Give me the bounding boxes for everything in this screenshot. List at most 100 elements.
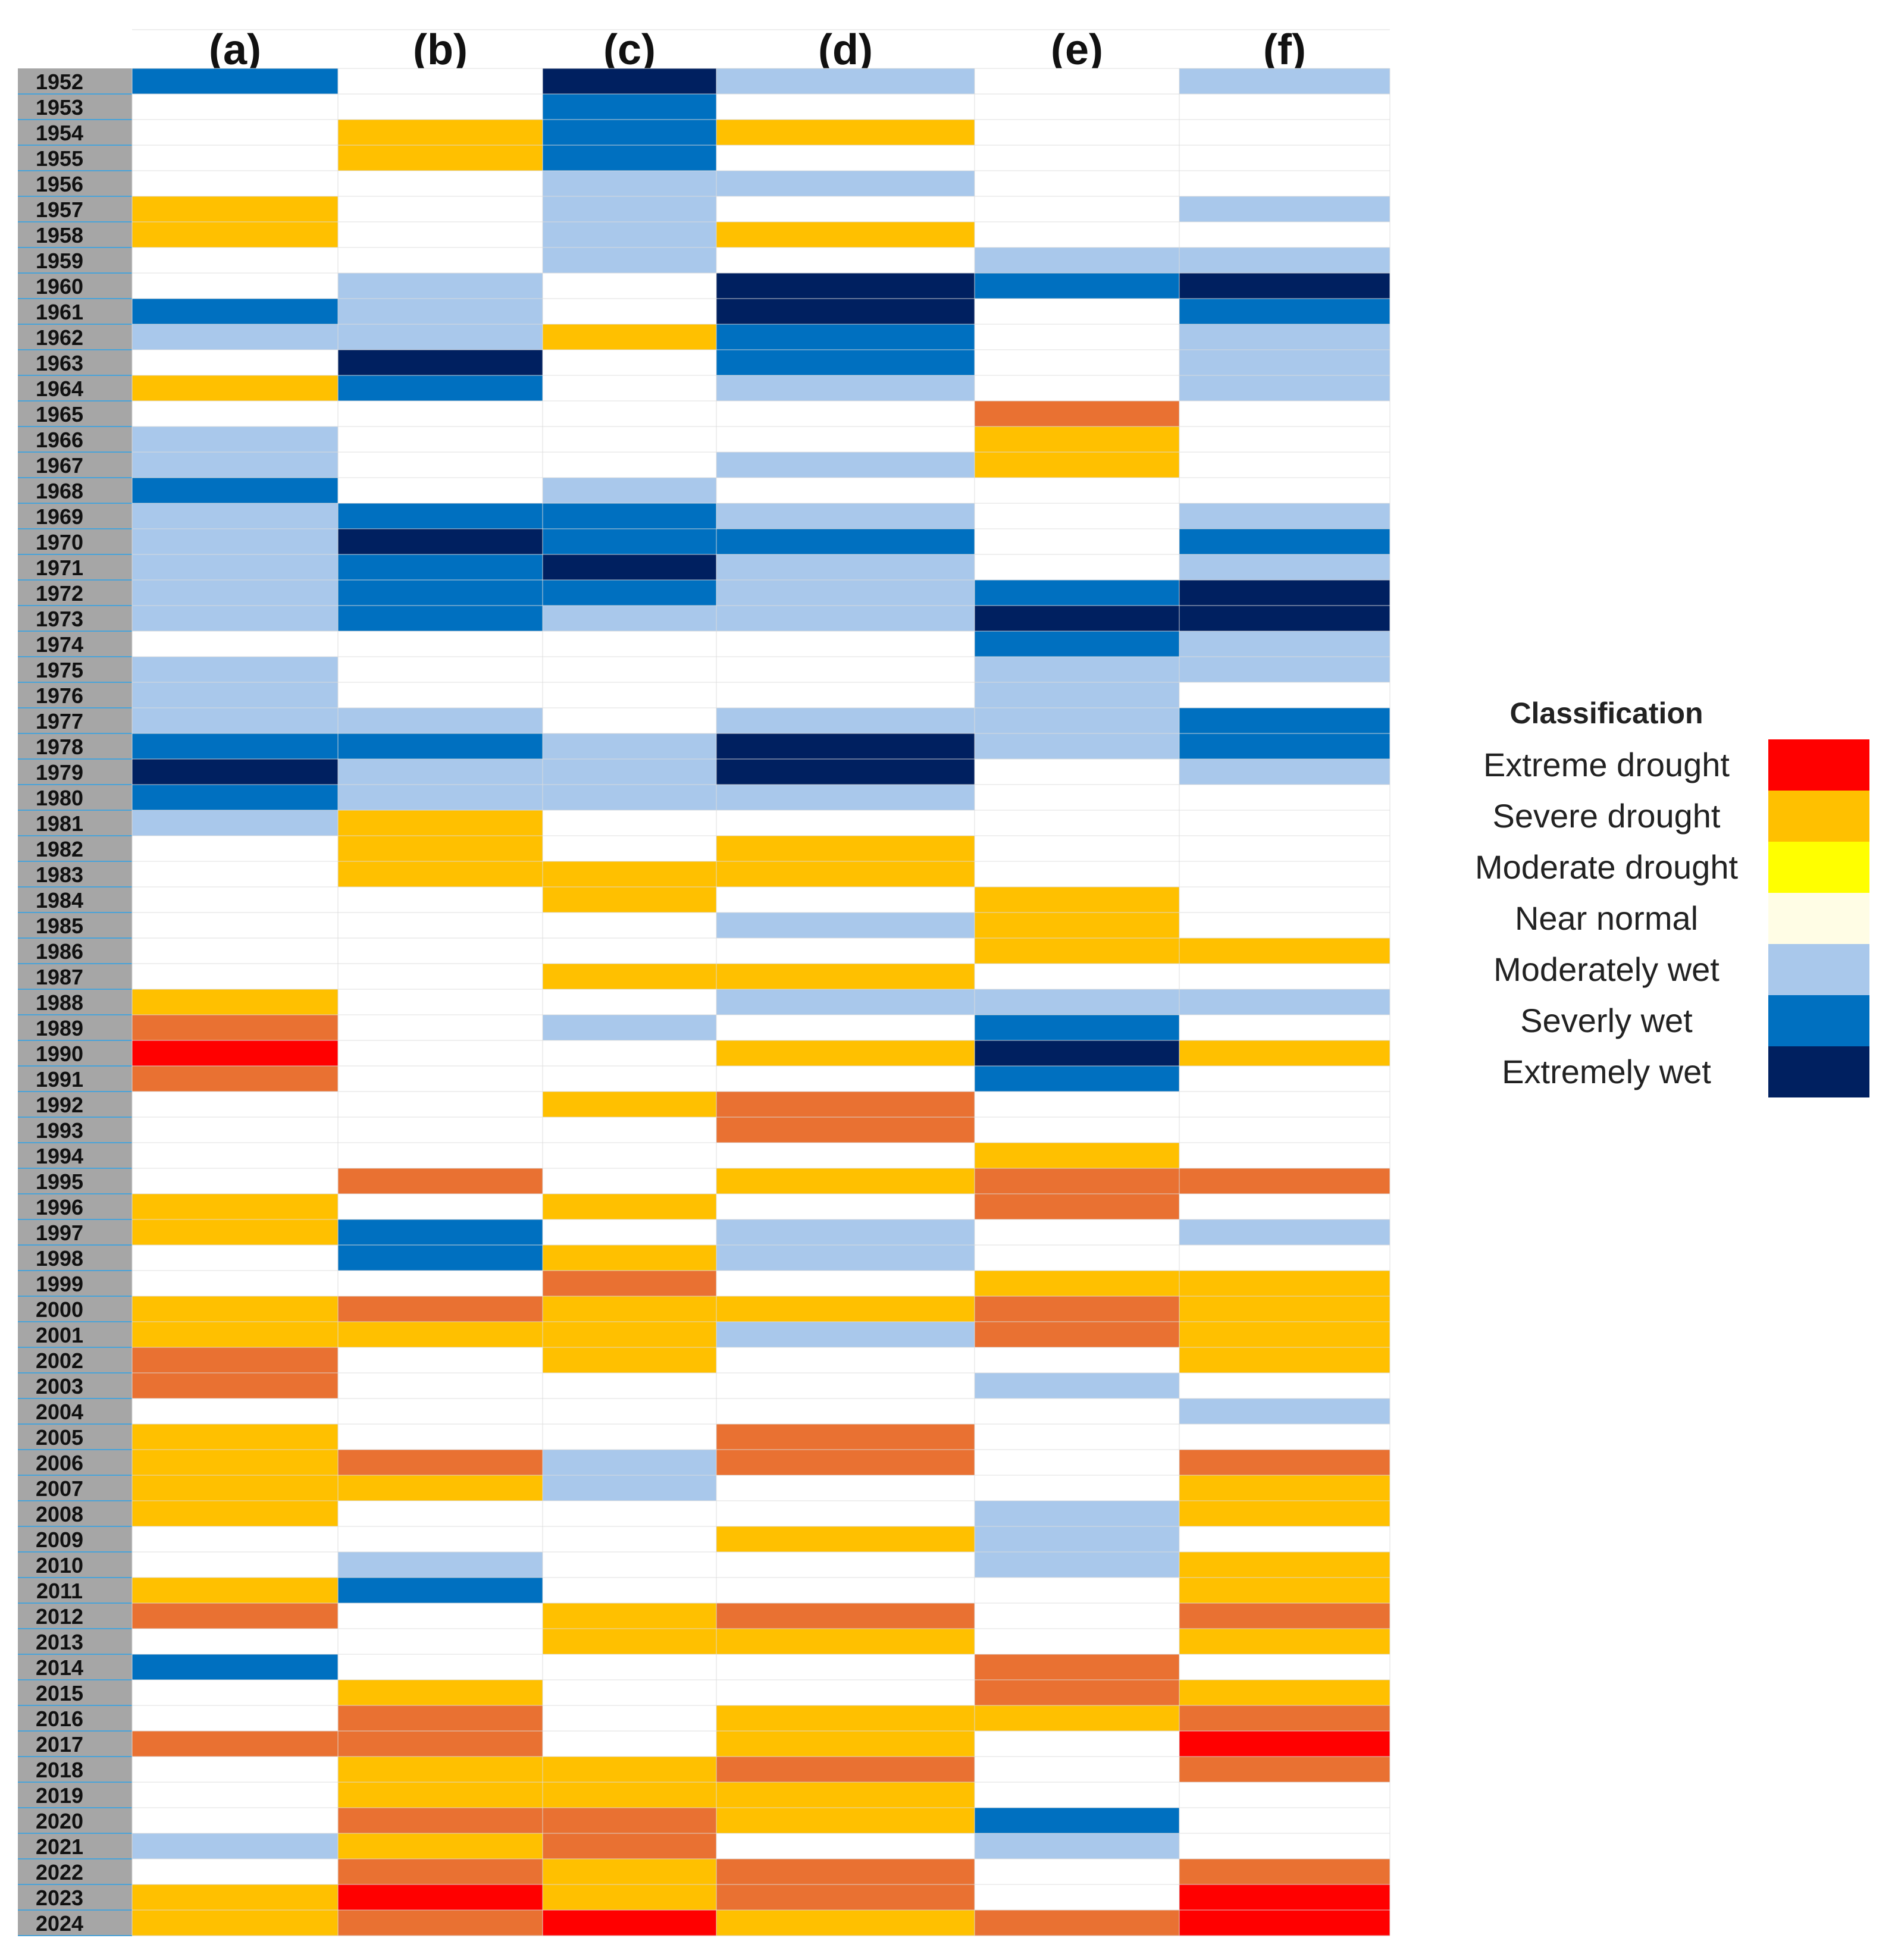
heatmap-cell [975,657,1179,683]
grid-lines [131,29,1390,1936]
legend-label: Moderate drought [1474,848,1739,886]
heatmap-cell [1179,1066,1390,1092]
column-headers: (a) (b) (c) (d) (e) (f) [209,26,1306,74]
heatmap-cell [1179,1859,1390,1885]
heatmap-cell [1179,1347,1390,1373]
column-header-d: (d) [818,26,873,74]
heatmap-cell [132,1424,338,1450]
legend-label: Near normal [1514,899,1699,937]
heatmap-cell [338,861,543,888]
year-label: 1960 [36,274,83,299]
heatmap-cell [975,1833,1179,1859]
heatmap-cell [975,120,1179,146]
year-label: 1984 [36,888,83,912]
heatmap-cell [975,631,1179,657]
heatmap-cell [716,68,975,95]
heatmap-cell [132,708,338,734]
heatmap-cell [543,861,716,888]
heatmap-cell [716,1040,975,1067]
heatmap-cell [716,785,975,811]
year-label: 1957 [36,197,83,222]
heatmap-cell [1179,1092,1390,1118]
heatmap-cell [1179,580,1390,606]
year-label: 1979 [36,760,83,785]
heatmap-cell [716,452,975,478]
legend-item-near-normal: Near normal [1452,893,1880,944]
year-label: 1996 [36,1195,83,1219]
heatmap-cell [543,1578,716,1604]
heatmap-cell [975,68,1179,95]
heatmap-cell [1179,1296,1390,1322]
heatmap-cell [132,785,338,811]
heatmap-cell [975,708,1179,734]
heatmap-cell [975,1782,1179,1808]
heatmap-cell [716,580,975,606]
heatmap-cell [543,1603,716,1629]
heatmap-cell [975,912,1179,939]
heatmap-cell [975,989,1179,1015]
heatmap-cell [338,1757,543,1783]
heatmap-cell [543,222,716,248]
heatmap-cell [975,1501,1179,1527]
year-label: 1978 [36,735,83,759]
heatmap-cell [132,145,338,171]
year-label: 1987 [36,965,83,989]
heatmap-cell [1179,222,1390,248]
heatmap-cell [716,196,975,222]
year-label: 1954 [36,121,83,145]
heatmap-cell [132,1859,338,1885]
heatmap-cell [716,1015,975,1041]
heatmap-cell [975,1322,1179,1348]
heatmap-cell [132,299,338,325]
heatmap-cell [543,554,716,581]
year-label: 1959 [36,249,83,273]
heatmap-cell [716,1373,975,1399]
heatmap-cell [132,120,338,146]
heatmap-cell [132,1347,338,1373]
heatmap-cell [132,606,338,632]
heatmap-cell [1179,1526,1390,1553]
heatmap-cell [975,1373,1179,1399]
heatmap-cell [132,1373,338,1399]
legend-swatch [1768,944,1869,995]
heatmap-cell [132,1194,338,1220]
heatmap-cell [543,1629,716,1655]
heatmap-cell [543,1373,716,1399]
heatmap-cell [543,1654,716,1680]
year-label: 1952 [36,70,83,94]
heatmap-cell [1179,1143,1390,1169]
heatmap-cell [1179,1373,1390,1399]
heatmap-cell [1179,1194,1390,1220]
heatmap-cell [716,708,975,734]
heatmap-cell [543,1552,716,1578]
heatmap-cell [975,478,1179,504]
legend-label: Extreme drought [1483,746,1730,783]
heatmap-cell [543,427,716,453]
heatmap-cell [1179,1731,1390,1757]
heatmap-cell [975,1040,1179,1067]
heatmap-cell [716,401,975,427]
heatmap-cell [975,401,1179,427]
heatmap-cell [1179,1552,1390,1578]
heatmap-cell [975,247,1179,274]
heatmap-cell [975,1884,1179,1911]
heatmap-cell [543,1782,716,1808]
heatmap-cell [132,1296,338,1322]
year-label: 1955 [36,146,83,171]
heatmap-cells [132,68,1390,1936]
heatmap-cell [716,273,975,299]
year-label: 1970 [36,530,83,554]
heatmap-cell [338,171,543,197]
heatmap-cell [1179,1322,1390,1348]
year-label: 2008 [36,1502,83,1526]
heatmap-cell [543,1501,716,1527]
heatmap-cell [543,120,716,146]
heatmap-cell [975,196,1179,222]
heatmap-cell [975,1117,1179,1143]
year-label: 1953 [36,95,83,120]
heatmap-cell [1179,1117,1390,1143]
heatmap-cell [132,1654,338,1680]
heatmap-cell [338,1680,543,1706]
column-header-b: (b) [413,26,468,74]
year-label: 1991 [36,1067,83,1092]
